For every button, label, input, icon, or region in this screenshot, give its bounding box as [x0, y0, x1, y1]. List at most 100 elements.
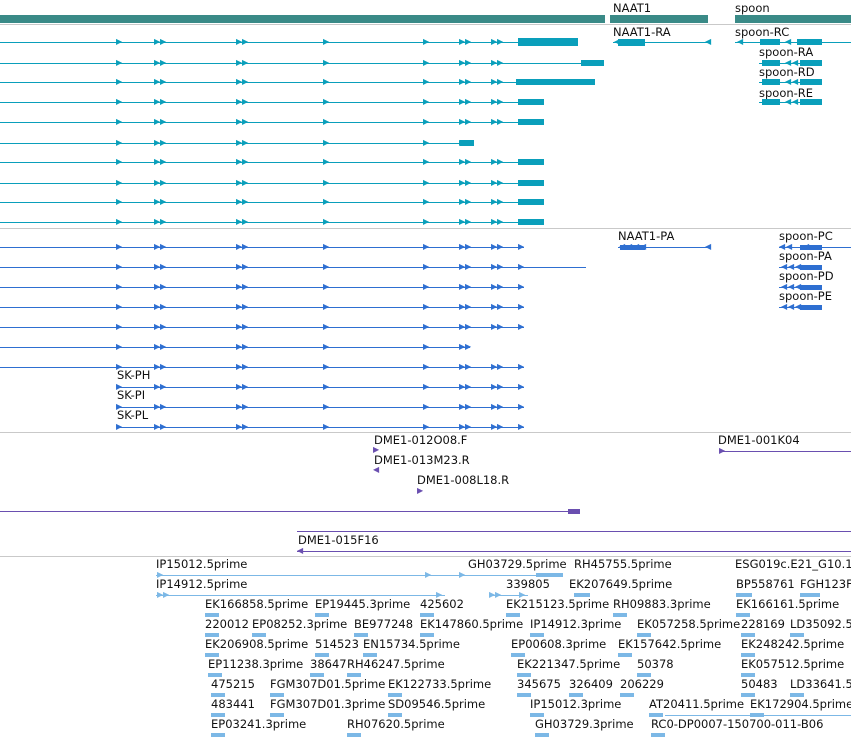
est-block[interactable]	[511, 653, 525, 657]
clone-block[interactable]	[568, 509, 580, 514]
est-block[interactable]	[649, 713, 663, 717]
est-block[interactable]	[790, 693, 804, 697]
est-label[interactable]: RH07620.5prime	[347, 717, 445, 731]
est-block[interactable]	[535, 733, 549, 737]
transcript-line[interactable]	[0, 122, 544, 123]
est-label[interactable]: IP14912.5prime	[156, 577, 248, 591]
est-label[interactable]: 50378	[637, 657, 674, 671]
protein-label[interactable]: NAAT1-PA	[618, 229, 675, 243]
est-label[interactable]: 38647	[310, 657, 347, 671]
transcript-exon[interactable]	[800, 79, 822, 85]
est-block[interactable]	[205, 653, 219, 657]
protein-exon[interactable]	[620, 245, 645, 250]
transcript-exon[interactable]	[762, 99, 780, 105]
est-label[interactable]: IP15012.3prime	[530, 697, 622, 711]
est-label[interactable]: EK172904.5prime	[750, 697, 851, 711]
transcript-exon[interactable]	[760, 39, 780, 45]
est-label[interactable]: EP03241.3prime	[211, 717, 307, 731]
est-block[interactable]	[569, 693, 583, 697]
est-label[interactable]: LD33641.5p	[790, 677, 851, 691]
transcript-exon[interactable]	[800, 99, 822, 105]
est-label[interactable]: BE977248	[354, 617, 414, 631]
est-block[interactable]	[530, 713, 544, 717]
est-line[interactable]	[156, 575, 528, 576]
transcript-line[interactable]	[0, 202, 544, 203]
est-label[interactable]: RH46247.5prime	[347, 657, 445, 671]
est-block[interactable]	[347, 733, 361, 737]
transcript-exon[interactable]	[518, 159, 544, 165]
est-label[interactable]: EK221347.5prime	[517, 657, 621, 671]
transcript-line[interactable]	[0, 102, 544, 103]
clone-label[interactable]: DME1-012O08.F	[374, 433, 468, 447]
est-label[interactable]: 50483	[741, 677, 778, 691]
est-block[interactable]	[211, 693, 225, 697]
est-label[interactable]: 206229	[620, 677, 664, 691]
est-block[interactable]	[736, 593, 752, 597]
est-label[interactable]: IP14912.3prime	[530, 617, 622, 631]
protein-exon[interactable]	[800, 265, 822, 270]
transcript-exon[interactable]	[518, 99, 544, 105]
est-block[interactable]	[536, 573, 563, 577]
est-label[interactable]: EK057258.5prime	[637, 617, 741, 631]
est-block[interactable]	[388, 713, 402, 717]
est-block[interactable]	[790, 633, 804, 637]
est-block[interactable]	[315, 653, 329, 657]
est-label[interactable]: RH09883.3prime	[613, 597, 711, 611]
gene-bar[interactable]	[610, 15, 708, 23]
protein-exon[interactable]	[800, 245, 822, 250]
est-block[interactable]	[620, 693, 634, 697]
est-block[interactable]	[205, 633, 219, 637]
protein-line[interactable]	[0, 327, 524, 328]
est-line[interactable]	[156, 595, 445, 596]
est-label[interactable]: EP19445.3prime	[315, 597, 411, 611]
transcript-line[interactable]	[0, 82, 595, 83]
protein-line[interactable]	[0, 287, 524, 288]
est-label[interactable]: FGH123F	[800, 577, 851, 591]
est-label[interactable]: EK206908.5prime	[205, 637, 309, 651]
protein-exon[interactable]	[800, 285, 822, 290]
est-block[interactable]	[354, 633, 368, 637]
gene-label[interactable]: NAAT1	[613, 1, 652, 15]
protein-line[interactable]	[0, 307, 524, 308]
est-block[interactable]	[613, 613, 627, 617]
est-label[interactable]: EK122733.5prime	[388, 677, 492, 691]
protein-line[interactable]	[0, 367, 524, 368]
est-block[interactable]	[315, 613, 329, 617]
protein-label[interactable]: spoon-PA	[779, 249, 832, 263]
protein-label[interactable]: spoon-PC	[779, 229, 833, 243]
gene-label[interactable]: spoon	[735, 1, 770, 15]
protein-label[interactable]: spoon-PD	[779, 269, 834, 283]
est-block[interactable]	[530, 633, 544, 637]
est-block[interactable]	[388, 693, 402, 697]
est-block[interactable]	[741, 653, 755, 657]
est-label[interactable]: EP11238.3prime	[208, 657, 304, 671]
clone-label[interactable]: DME1-001K04	[718, 433, 800, 447]
est-line[interactable]	[468, 575, 563, 576]
transcript-line[interactable]	[0, 183, 544, 184]
transcript-exon[interactable]	[581, 60, 604, 66]
transcript-exon[interactable]	[516, 79, 595, 85]
clone-label[interactable]: DME1-008L18.R	[417, 473, 510, 487]
est-label[interactable]: 220012	[205, 617, 249, 631]
est-block[interactable]	[252, 633, 266, 637]
est-label[interactable]: 326409	[569, 677, 613, 691]
est-label[interactable]: EK166161.5prime	[736, 597, 840, 611]
est-block[interactable]	[211, 733, 225, 737]
est-label[interactable]: EK157642.5prime	[618, 637, 722, 651]
transcript-exon[interactable]	[518, 199, 544, 205]
transcript-line[interactable]	[735, 42, 851, 43]
protein-line[interactable]	[618, 247, 708, 248]
est-label[interactable]: GH03729.5prime	[468, 557, 567, 571]
transcript-line[interactable]	[759, 102, 822, 103]
est-block[interactable]	[651, 733, 665, 737]
transcript-exon[interactable]	[618, 39, 645, 46]
protein-label[interactable]: SK-PL	[117, 408, 149, 422]
est-label[interactable]: EK166858.5prime	[205, 597, 309, 611]
est-label[interactable]: EP00608.3prime	[511, 637, 607, 651]
est-block[interactable]	[363, 653, 377, 657]
transcript-exon[interactable]	[800, 60, 822, 66]
est-label[interactable]: BP558761	[736, 577, 795, 591]
transcript-line[interactable]	[759, 63, 822, 64]
clone-line[interactable]	[721, 451, 851, 452]
est-label[interactable]: RC0-DP0007-150700-011-B06	[651, 717, 824, 731]
